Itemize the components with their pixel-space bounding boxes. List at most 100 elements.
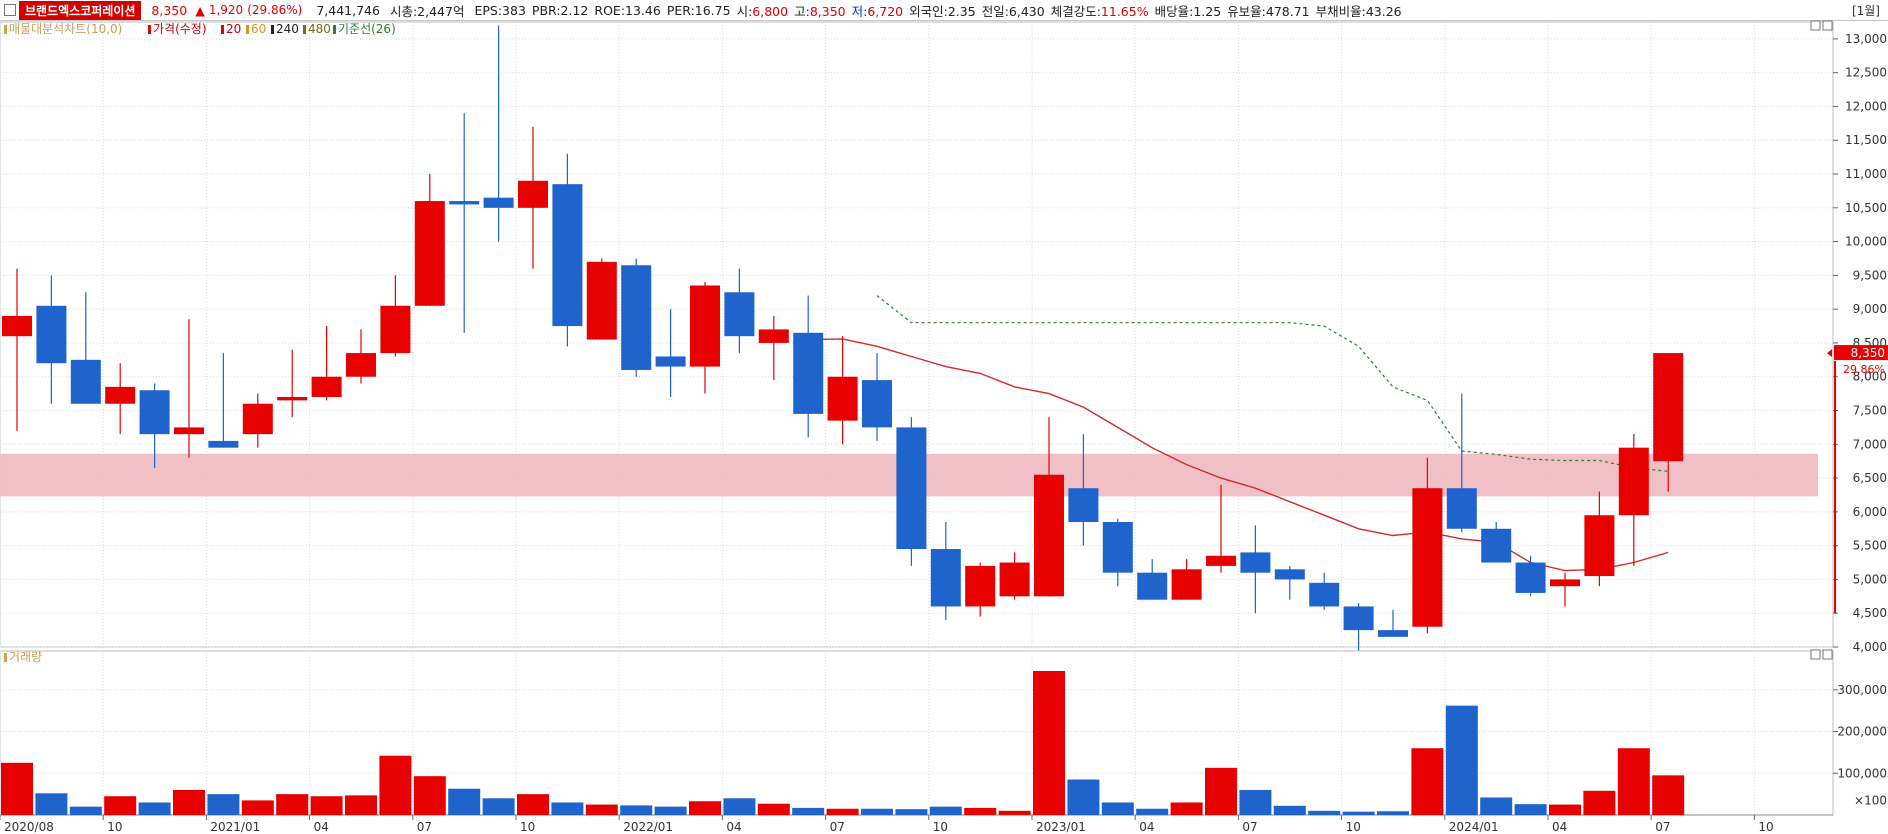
price-panel-maximize-button[interactable] <box>1822 20 1833 31</box>
volume-panel-maximize-button[interactable] <box>1822 649 1833 660</box>
volume-bar <box>276 794 309 815</box>
volume-bar <box>826 808 859 815</box>
candle-body <box>1137 572 1168 600</box>
price-panel-minimize-button[interactable] <box>1810 20 1821 31</box>
candle-body <box>724 292 755 337</box>
date-tick-label: 07 <box>1655 820 1670 834</box>
candle-body <box>2 315 32 337</box>
candle-body <box>999 562 1030 597</box>
date-tick-label: 2023/01 <box>1036 820 1086 834</box>
candle-body <box>1481 528 1512 563</box>
legend-volume-profile[interactable]: 매물대분석차트(10,0) <box>9 22 122 36</box>
candle-body <box>36 305 67 364</box>
legend-ma480[interactable]: 480 <box>308 22 331 36</box>
volume-bar <box>1411 748 1444 815</box>
candle-body <box>1618 447 1649 516</box>
candle-body <box>1515 562 1546 593</box>
volume-bar <box>1239 789 1272 815</box>
volume-bar <box>861 808 893 815</box>
price-tick-label: 4,000 <box>1853 640 1887 654</box>
candle-body <box>70 359 101 404</box>
date-tick-label: 10 <box>107 820 122 834</box>
volume-bar <box>173 789 205 815</box>
candle-body <box>1206 555 1236 566</box>
price-tick-label: 6,000 <box>1853 505 1887 519</box>
price-change-pct: (29.86%) <box>247 3 303 17</box>
baseline-line <box>876 295 1669 472</box>
candle-body <box>896 427 927 550</box>
date-tick-label: 07 <box>830 820 845 834</box>
price-change: 1,920 <box>208 3 244 17</box>
price-tick-label: 9,500 <box>1853 268 1887 282</box>
stat-retention: 유보율:478.71 <box>1227 3 1310 19</box>
date-tick-label: 07 <box>1242 820 1257 834</box>
stat-open: 시:6,800 <box>736 3 789 19</box>
current-price-box <box>1834 345 1888 361</box>
candle-body <box>1309 582 1340 607</box>
volume-bar <box>1377 811 1409 815</box>
date-tick-label: 2020/08 <box>4 820 54 834</box>
date-tick-label: 04 <box>314 820 329 834</box>
ma20-line <box>808 338 1669 572</box>
date-tick-label: 10 <box>933 820 948 834</box>
volume-bar <box>69 806 102 815</box>
candle-body <box>311 376 342 397</box>
volume-bar <box>1617 748 1650 815</box>
candle-body <box>655 356 686 367</box>
price-tick-label: 4,500 <box>1853 606 1887 620</box>
candle-body <box>208 440 239 448</box>
candle-body <box>1240 552 1271 573</box>
price-tick-label: 12,000 <box>1845 99 1887 113</box>
legend-ma240[interactable]: 240 <box>276 22 299 36</box>
stat-pbr: PBR:2.12 <box>531 2 589 18</box>
stat-eps: EPS:383 <box>474 2 526 18</box>
stat-strength: 체결강도:11.65% <box>1050 3 1149 19</box>
candle-body <box>827 376 858 421</box>
stat-roe: ROE:13.46 <box>594 2 661 18</box>
volume-panel-minimize-button[interactable] <box>1810 649 1821 660</box>
candle-body <box>449 201 480 205</box>
volume-bar <box>345 795 377 815</box>
volume-bar <box>792 807 825 815</box>
legend-ma20[interactable]: 20 <box>226 22 241 36</box>
volume-bar <box>689 801 721 815</box>
candle-body <box>139 390 170 435</box>
price-tick-label: 8,000 <box>1853 370 1887 384</box>
volume-bar <box>585 804 618 815</box>
volume-bar <box>104 796 137 815</box>
volume-bar <box>207 794 240 815</box>
current-pct-label: 29.86% <box>1843 363 1885 376</box>
candle-body <box>862 380 892 428</box>
date-tick-label: 2024/01 <box>1449 820 1499 834</box>
date-tick-label: 04 <box>1552 820 1567 834</box>
volume-bar <box>1480 797 1513 815</box>
legend-price[interactable]: 가격(수정) <box>153 22 207 36</box>
legend-volume[interactable]: 거래량 <box>9 650 42 664</box>
price-panel <box>0 21 1834 648</box>
candle-body <box>793 332 824 414</box>
period-button[interactable]: [1월] <box>1851 4 1880 18</box>
window-menu-icon[interactable] <box>4 4 16 16</box>
volume-bar <box>1549 804 1581 815</box>
volume-tick-label: 100,000 <box>1837 766 1887 780</box>
stat-dividend: 배당율:1.25 <box>1154 3 1222 19</box>
volume-bar <box>1101 802 1134 815</box>
stock-header: 브랜드엑스코퍼레이션 8,350 ▲ 1,920 (29.86%) 7,441,… <box>0 0 1888 21</box>
legend-ma60[interactable]: 60 <box>251 22 266 36</box>
candle-body <box>758 329 789 343</box>
volume-bar <box>138 802 171 815</box>
current-price-pointer <box>1827 349 1832 358</box>
volume-bar <box>1 762 33 815</box>
price-tick-label: 6,500 <box>1853 471 1887 485</box>
stock-name[interactable]: 브랜드엑스코퍼레이션 <box>19 0 142 20</box>
candle-body <box>1343 606 1374 631</box>
volume-panel <box>0 650 1834 816</box>
stat-debt-ratio: 부채비율:43.26 <box>1315 3 1402 19</box>
volume-tick-label: 200,000 <box>1837 725 1887 739</box>
price-tick-label: 11,000 <box>1845 167 1887 181</box>
volume-bar <box>1136 808 1169 815</box>
price-tick-label: 5,500 <box>1853 539 1887 553</box>
price-tick-label: 10,500 <box>1845 201 1887 215</box>
legend-baseline[interactable]: 기준선(26) <box>338 22 396 36</box>
